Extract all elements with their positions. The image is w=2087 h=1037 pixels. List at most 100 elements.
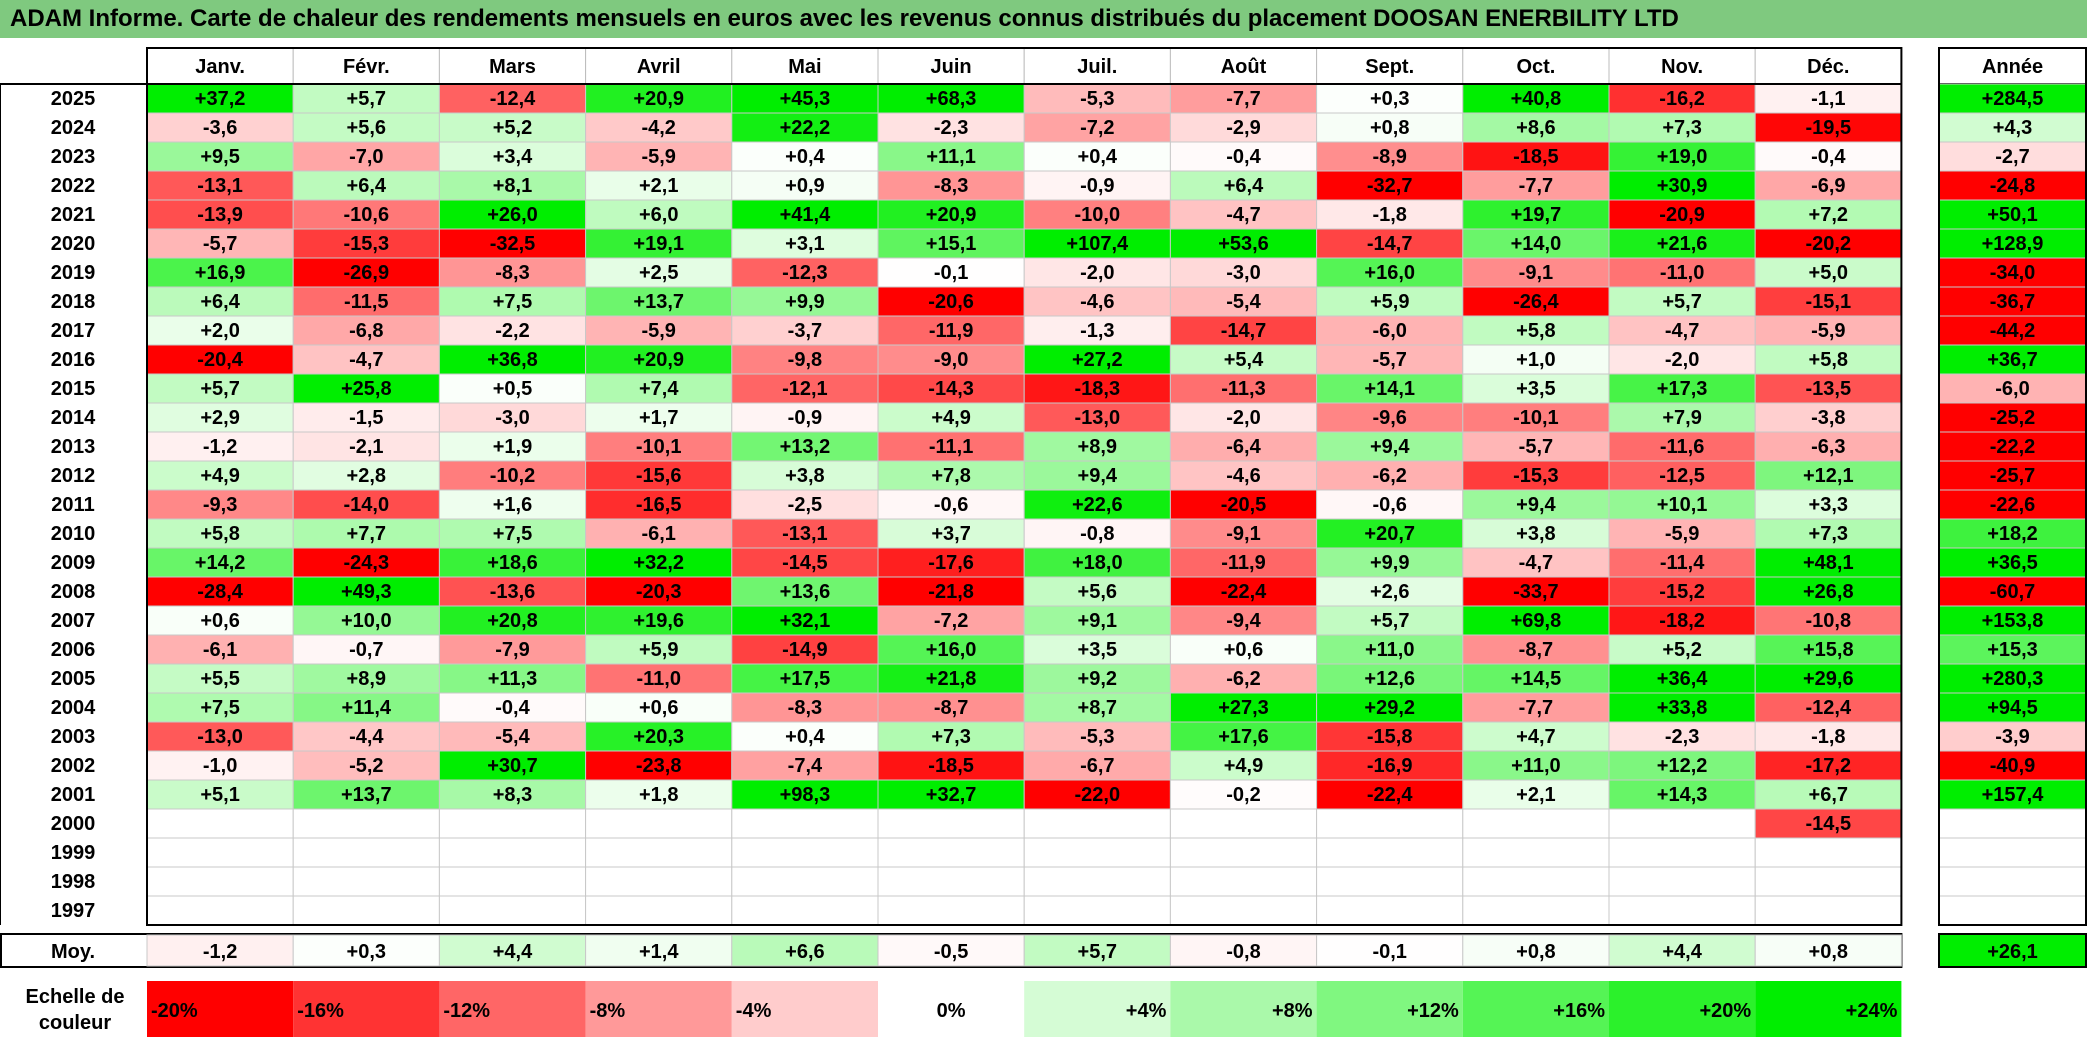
heatmap-cell: [585, 431, 733, 462]
heatmap-cell: [146, 518, 294, 549]
heatmap-cell: [877, 431, 1025, 462]
heatmap-cell-value: +8,9: [1078, 436, 1117, 458]
heatmap-cell-value: -4,6: [1226, 465, 1260, 487]
heatmap-cell-value: +12,2: [1657, 755, 1708, 777]
heatmap-cell-value: -4,7: [1519, 552, 1553, 574]
heatmap-cell: [1754, 112, 1902, 143]
heatmap-cell-value: +1,0: [1516, 349, 1555, 371]
heatmap-cell-value: -11,0: [636, 668, 680, 690]
heatmap-cell-value: +5,6: [1078, 581, 1117, 603]
heatmap-cell: [1754, 837, 1902, 868]
heatmap-cell-value: -7,4: [788, 755, 823, 777]
heatmap-cell: [731, 518, 879, 549]
heatmap-cell-value: -15,2: [1659, 581, 1705, 603]
heatmap-cell-value: +11,0: [1365, 639, 1415, 661]
heatmap-cell-value: -0,2: [1226, 784, 1260, 806]
row-year-label: 2018: [51, 291, 96, 313]
annual-cell-value: -25,2: [1990, 407, 2036, 429]
heatmap-cell-value: -13,1: [197, 175, 243, 197]
heatmap-cell-value: -0,7: [349, 639, 383, 661]
heatmap-cell-value: -1,0: [203, 755, 237, 777]
heatmap-cell-value: +5,6: [347, 117, 386, 139]
scale-swatch-label: -12%: [443, 1000, 490, 1022]
annual-cell-value: +153,8: [1982, 610, 2044, 632]
heatmap-cell: [1462, 228, 1610, 259]
heatmap-cell: [1754, 315, 1902, 346]
heatmap-cell: [146, 576, 294, 607]
heatmap-cell-value: -1,3: [1080, 320, 1114, 342]
heatmap-cell-value: +15,8: [1803, 639, 1854, 661]
heatmap-cell: [438, 199, 587, 230]
heatmap-cell-value: +6,4: [347, 175, 387, 197]
row-year-label: 2008: [51, 581, 96, 603]
annual-cell-value: -44,2: [1990, 320, 2036, 342]
heatmap-cell-value: +5,0: [1809, 262, 1848, 284]
heatmap-cell-value: -11,1: [929, 436, 973, 458]
row-year-label: 1997: [51, 900, 96, 922]
scale-swatch: [1609, 981, 1756, 1037]
annual-cell-value: +157,4: [1982, 784, 2045, 806]
heatmap-cell-value: -28,4: [197, 581, 243, 603]
heatmap-cell: [1608, 750, 1756, 781]
heatmap-cell-value: +9,1: [1078, 610, 1117, 632]
heatmap-cell: [1023, 576, 1171, 607]
heatmap-cell-value: +53,6: [1218, 233, 1269, 255]
heatmap-cell-value: +5,7: [347, 88, 386, 110]
heatmap-cell-value: -9,1: [1519, 262, 1553, 284]
scale-swatch: [1024, 981, 1171, 1037]
annual-cell-value: +128,9: [1982, 233, 2044, 255]
heatmap-cell: [585, 547, 733, 578]
heatmap-cell-value: -5,7: [1519, 436, 1553, 458]
scale-swatch-label: -8%: [590, 1000, 626, 1022]
row-year-label: 1998: [51, 871, 96, 893]
heatmap-cell-value: +36,8: [487, 349, 538, 371]
heatmap-cell-value: -32,7: [1367, 175, 1413, 197]
heatmap-cell-value: -0,8: [1080, 523, 1114, 545]
row-year-label: 2024: [51, 117, 96, 139]
heatmap-cell-value: -6,1: [203, 639, 237, 661]
heatmap-cell-value: +107,4: [1066, 233, 1129, 255]
heatmap-cell-value: -13,0: [197, 726, 243, 748]
heatmap-cell-value: -15,3: [344, 233, 390, 255]
heatmap-cell: [1169, 83, 1318, 114]
heatmap-cell-value: +7,5: [493, 291, 532, 313]
heatmap-cell-value: -3,6: [203, 117, 237, 139]
heatmap-cell: [1316, 402, 1464, 433]
annual-header-label: Année: [1982, 56, 2043, 78]
annual-cell-value: +94,5: [1987, 697, 2038, 719]
heatmap-cell-value: -1,8: [1811, 726, 1845, 748]
heatmap-cell-value: -4,7: [1665, 320, 1699, 342]
heatmap-cell-value: +7,5: [200, 697, 239, 719]
average-cell-value: +1,4: [639, 941, 679, 963]
heatmap-cell: [1608, 634, 1756, 665]
annual-cell-value: +36,5: [1987, 552, 2038, 574]
heatmap-cell: [1169, 721, 1318, 752]
heatmap-cell: [146, 402, 294, 433]
heatmap-cell: [438, 779, 587, 810]
heatmap-cell: [1462, 402, 1610, 433]
heatmap-cell-value: -6,2: [1372, 465, 1406, 487]
average-annual-value: +26,1: [1987, 941, 2038, 963]
heatmap-cell-value: +7,8: [931, 465, 970, 487]
heatmap-cell-value: +4,7: [1516, 726, 1555, 748]
heatmap-cell: [1608, 518, 1756, 549]
heatmap-cell-value: -5,7: [1372, 349, 1406, 371]
heatmap-cell-value: -14,7: [1221, 320, 1267, 342]
annual-cell: [1938, 808, 2087, 839]
heatmap-cell-value: +36,4: [1657, 668, 1708, 690]
heatmap-cell-value: +3,7: [931, 523, 970, 545]
annual-cell-value: -60,7: [1990, 581, 2036, 603]
heatmap-cell: [292, 170, 440, 201]
heatmap-cell: [1023, 112, 1171, 143]
heatmap-cell-value: +12,6: [1364, 668, 1415, 690]
heatmap-cell-value: -11,6: [1660, 436, 1704, 458]
heatmap-cell-value: -9,4: [1226, 610, 1261, 632]
scale-label-line2: couleur: [39, 1012, 111, 1034]
heatmap-cell-value: +9,4: [1516, 494, 1556, 516]
heatmap-cell: [1316, 170, 1464, 201]
row-year-label: 2009: [51, 552, 96, 574]
heatmap-cell: [877, 692, 1025, 723]
heatmap-cell: [1023, 808, 1171, 839]
average-cell: [877, 934, 1025, 967]
heatmap-cell: [585, 779, 733, 810]
